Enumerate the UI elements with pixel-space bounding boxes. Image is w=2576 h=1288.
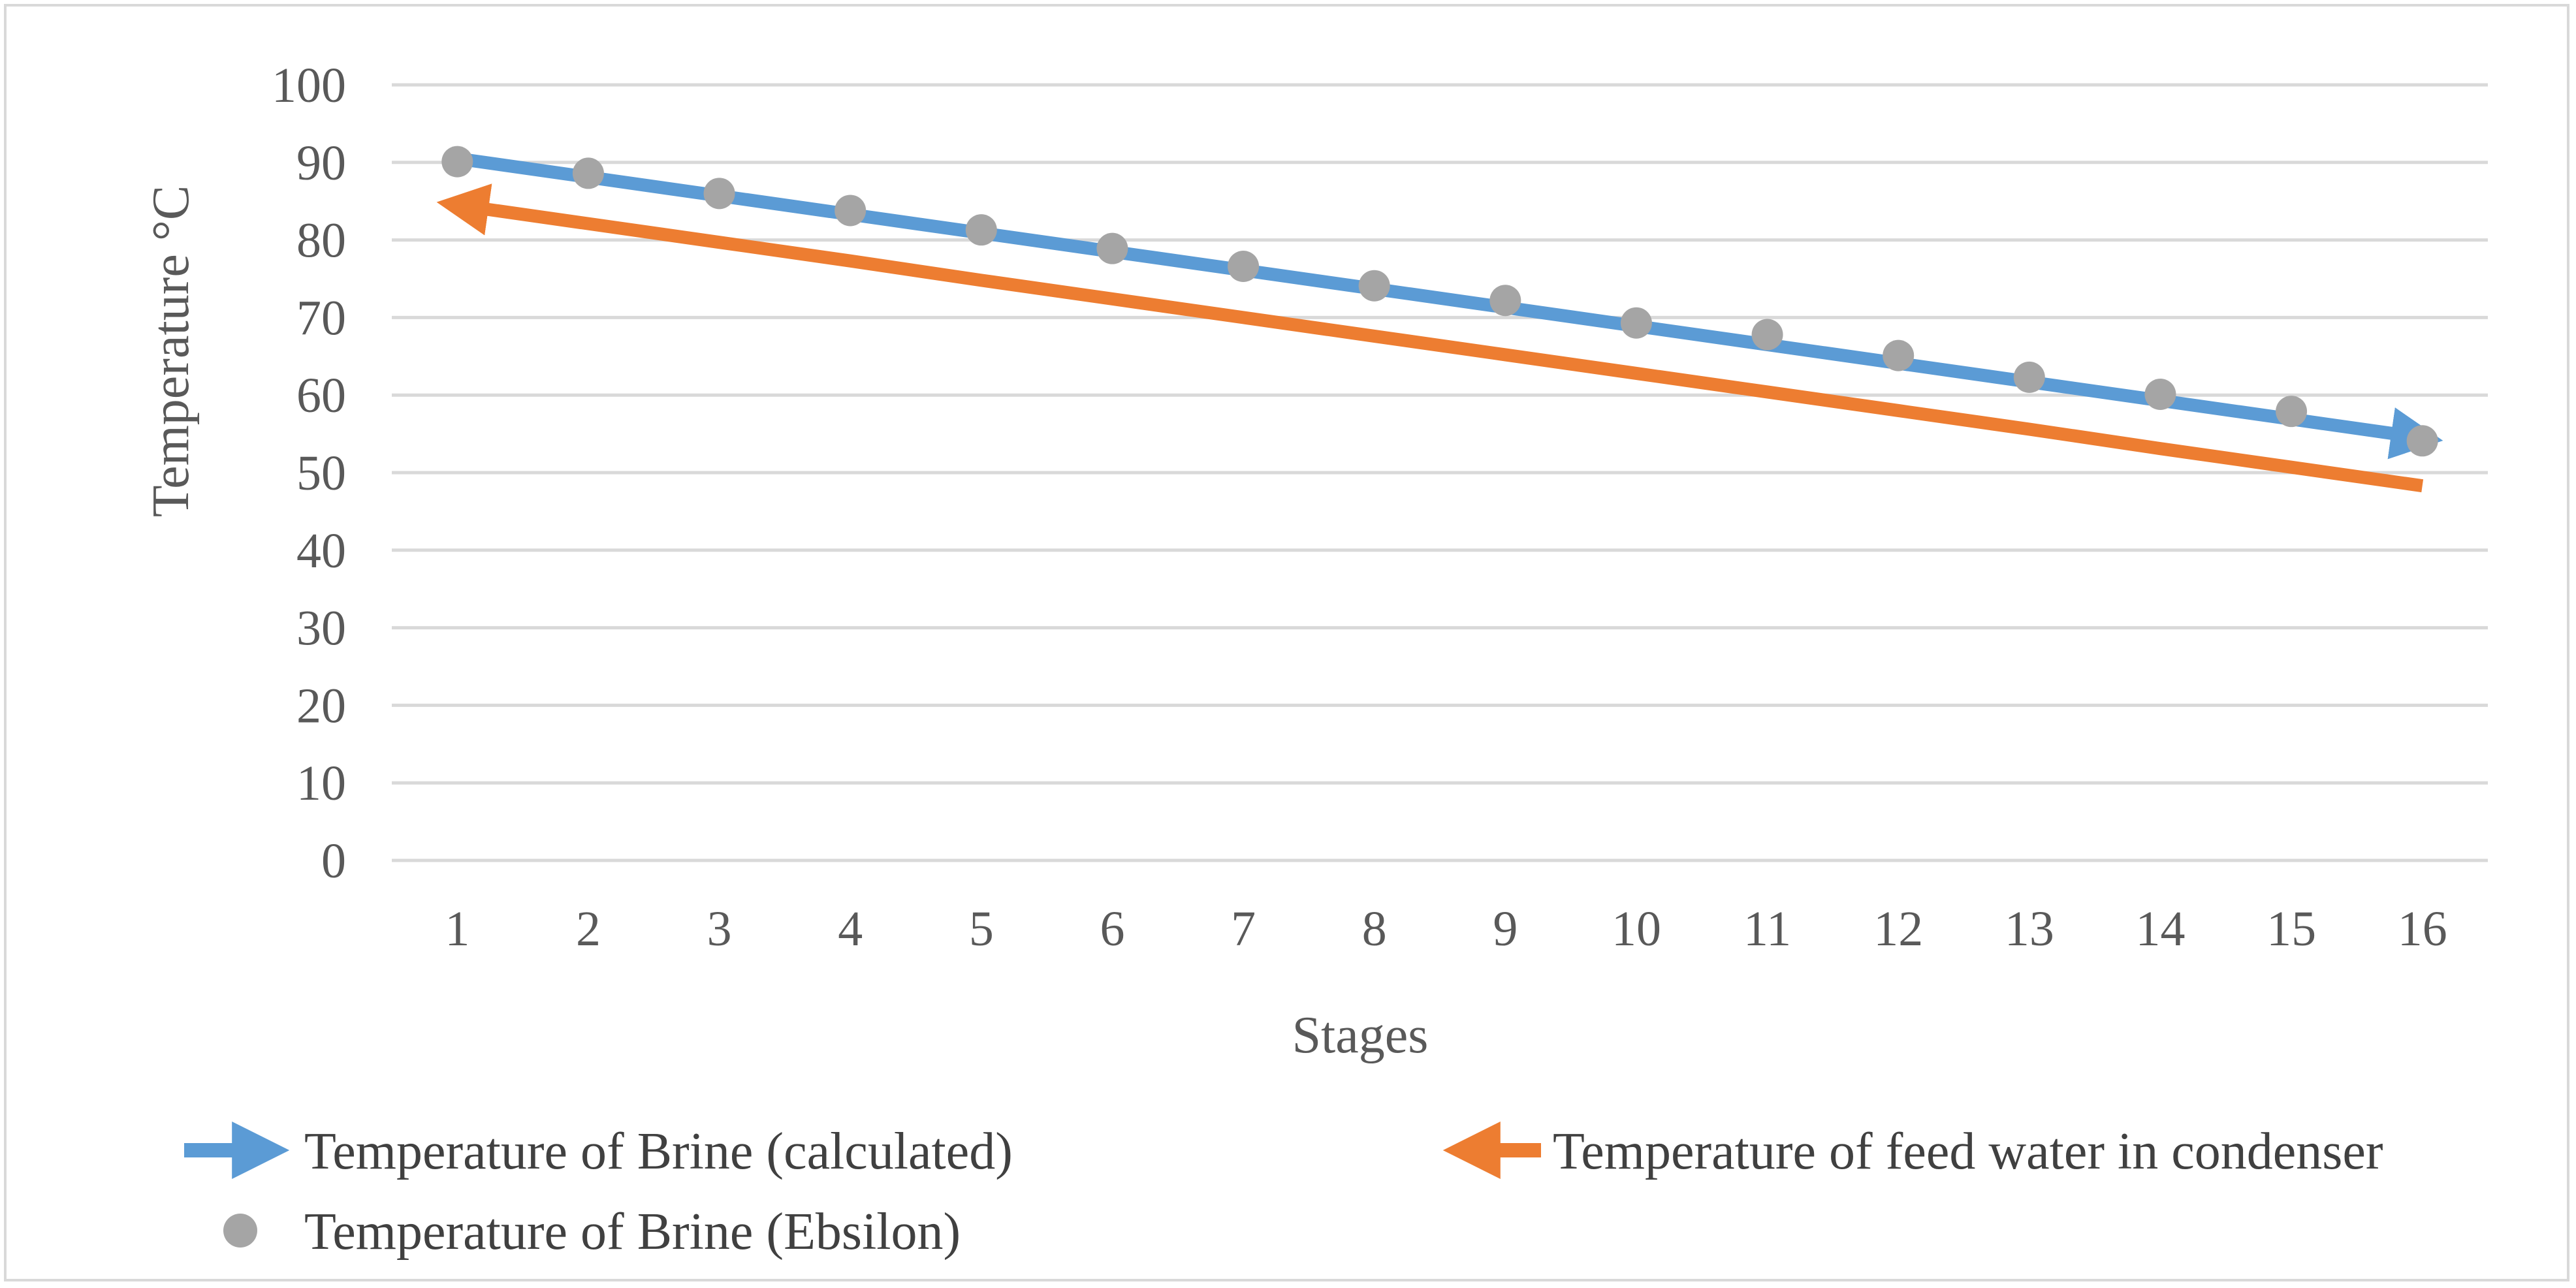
y-tick-label-70: 70 [296,291,346,345]
series-temperature-of-feed-water-in-condenser [436,183,2424,493]
x-tick-label-7: 7 [1231,902,1256,956]
data-point-stage-2 [572,157,604,189]
y-axis-ticks: 0 10 20 30 40 50 60 70 80 90 100 [272,58,346,888]
x-tick-label-10: 10 [1612,902,1661,956]
series-layer [436,146,2443,493]
x-tick-label-16: 16 [2398,902,2447,956]
x-tick-label-1: 1 [445,902,469,956]
y-tick-label-10: 10 [296,756,346,811]
data-point-stage-11 [1751,319,1783,351]
data-point-stage-5 [965,214,997,246]
legend-item-brine-ebsilon: Temperature of Brine (Ebsilon) [223,1203,961,1261]
data-point-stage-1 [441,146,473,178]
data-point-stage-12 [1883,339,1915,371]
data-point-stage-9 [1489,285,1521,317]
x-tick-label-11: 11 [1743,902,1791,956]
data-point-stage-8 [1358,270,1390,302]
legend-label-feed-water: Temperature of feed water in condenser [1553,1123,2383,1180]
x-tick-label-6: 6 [1100,902,1124,956]
data-point-stage-16 [2406,425,2438,457]
data-point-stage-7 [1228,250,1260,282]
x-axis-ticks: 1 2 3 4 5 6 7 8 9 10 11 12 13 14 15 16 [445,902,2447,956]
x-tick-label-13: 13 [2005,902,2054,956]
y-tick-label-60: 60 [296,368,346,423]
y-tick-label-90: 90 [296,136,346,191]
series-temperature-of-brine-calculated [456,151,2443,460]
y-tick-label-20: 20 [296,678,346,733]
series-line-temperature-of-feed-water-in-condenser [436,183,2424,493]
y-tick-label-100: 100 [272,58,346,113]
y-axis-title: Temperature °C [142,185,200,517]
x-tick-label-9: 9 [1493,902,1518,956]
series-temperature-of-brine-ebsilon [441,146,2438,457]
x-tick-label-12: 12 [1873,902,1923,956]
chart-frame [4,4,2569,1281]
data-point-stage-6 [1096,232,1128,264]
legend-label-brine-calculated: Temperature of Brine (calculated) [304,1123,1013,1180]
x-tick-label-4: 4 [838,902,863,956]
legend-item-feed-water: Temperature of feed water in condenser [1442,1122,2383,1180]
legend: Temperature of Brine (calculated) Temper… [184,1122,2383,1261]
series-line-temperature-of-brine-calculated [456,151,2443,460]
x-tick-label-5: 5 [969,902,994,956]
data-point-stage-14 [2144,379,2176,411]
data-point-stage-13 [2013,361,2045,393]
x-tick-label-15: 15 [2266,902,2316,956]
legend-swatch-gray-dot [223,1214,257,1248]
x-tick-label-3: 3 [707,902,732,956]
x-tick-label-2: 2 [576,902,601,956]
y-tick-label-0: 0 [321,834,346,888]
x-tick-label-14: 14 [2135,902,2185,956]
x-axis-title: Stages [1292,1007,1429,1064]
x-tick-label-8: 8 [1362,902,1387,956]
legend-label-brine-ebsilon: Temperature of Brine (Ebsilon) [304,1203,961,1261]
y-tick-label-30: 30 [296,601,346,656]
y-tick-label-80: 80 [296,213,346,268]
data-point-stage-4 [835,195,867,227]
y-tick-label-40: 40 [296,524,346,578]
legend-item-brine-calculated: Temperature of Brine (calculated) [184,1122,1013,1180]
data-point-stage-15 [2276,396,2308,428]
data-point-stage-3 [703,178,735,210]
data-point-stage-10 [1620,307,1652,339]
y-tick-label-50: 50 [296,446,346,501]
